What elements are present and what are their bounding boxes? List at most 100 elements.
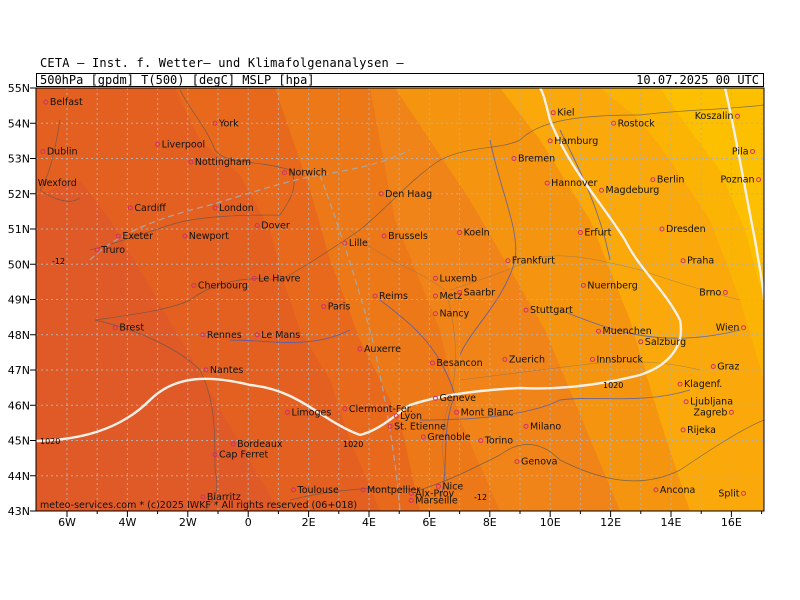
city: Norwich xyxy=(281,168,327,179)
latitude-label: 46N xyxy=(8,399,30,412)
city-label: Nantes xyxy=(210,365,244,376)
city-marker-icon xyxy=(683,399,689,405)
city-marker-icon xyxy=(659,226,665,232)
city-label: Muenchen xyxy=(603,326,652,337)
city-label: Geneve xyxy=(439,393,476,404)
city: Den Haag xyxy=(378,189,432,200)
city-marker-icon xyxy=(505,258,511,264)
city: Cardiff xyxy=(127,203,166,214)
city: Newport xyxy=(182,231,229,242)
rivers xyxy=(229,129,741,501)
city-marker-icon xyxy=(200,494,206,500)
longitude-label: 6E xyxy=(422,516,436,529)
isobars xyxy=(36,88,764,443)
city: Graz xyxy=(710,361,739,372)
city-marker-icon xyxy=(43,99,49,105)
city-label: Cap Ferret xyxy=(219,450,269,461)
axis-ticks xyxy=(30,87,763,517)
city-marker-icon xyxy=(36,182,37,185)
city-label: Alx-Prov xyxy=(415,488,454,499)
city: Clermont-Fer. xyxy=(342,404,413,415)
city: Bremen xyxy=(511,154,555,165)
city: Cherbourg xyxy=(191,280,248,291)
city-marker-icon xyxy=(457,230,463,236)
city: Bordeaux xyxy=(230,439,283,450)
city-marker-icon xyxy=(547,138,553,144)
river-po-danube xyxy=(419,389,691,421)
city: Kiel xyxy=(550,108,575,119)
city-marker-icon xyxy=(212,452,218,458)
city-marker-icon xyxy=(182,233,188,239)
city: Klagenf. xyxy=(677,379,722,390)
city-marker-icon xyxy=(155,141,161,147)
city-label: Genova xyxy=(521,457,557,468)
longitude-label: 2E xyxy=(302,516,316,529)
city: Frankfurt xyxy=(505,256,555,267)
city-label: Le Havre xyxy=(258,273,300,284)
city: Liverpool xyxy=(155,139,206,150)
latitude-label: 44N xyxy=(8,470,30,483)
city-label: Stuttgart xyxy=(530,305,573,316)
city-marker-icon xyxy=(710,363,716,369)
latitude-label: 48N xyxy=(8,329,30,342)
city-label: Nuernberg xyxy=(587,280,637,291)
city-label: Clermont-Fer. xyxy=(349,404,413,415)
city-marker-icon xyxy=(408,497,414,503)
city-label: London xyxy=(219,203,254,214)
isobar-northeast xyxy=(723,88,764,301)
city: Split xyxy=(718,488,746,499)
city-marker-icon xyxy=(281,170,287,176)
city: Zagreb xyxy=(693,407,734,418)
longitude-label: 4E xyxy=(362,516,376,529)
city: Exeter xyxy=(115,231,153,242)
latitude-label: 49N xyxy=(8,294,30,307)
city: Nantes xyxy=(203,365,244,376)
city-marker-icon xyxy=(372,293,378,299)
temp-band-yellow3 xyxy=(660,88,764,300)
city: Hannover xyxy=(544,178,597,189)
city-label: Graz xyxy=(717,361,739,372)
city: Pila xyxy=(732,146,756,157)
city-label: Klagenf. xyxy=(684,379,722,390)
city: Auxerre xyxy=(357,344,401,355)
city: Dresden xyxy=(659,224,706,235)
city-label: Nottingham xyxy=(195,157,251,168)
latitude-label: 47N xyxy=(8,364,30,377)
city: Mont Blanc xyxy=(454,407,514,418)
river-elbe xyxy=(559,129,611,261)
coastlines xyxy=(39,89,764,511)
city: Belfast xyxy=(43,97,83,108)
city-label: Rostock xyxy=(618,118,656,129)
city-label: Cardiff xyxy=(134,203,166,214)
isobar-1020-central xyxy=(359,319,683,437)
border-france-east xyxy=(349,229,456,491)
city-label: Dover xyxy=(261,220,290,231)
geopotential-contour-north xyxy=(89,149,411,261)
river-loire xyxy=(229,329,351,343)
city-label: Wexford xyxy=(38,178,77,189)
city-label: Berlin xyxy=(657,175,685,186)
city-marker-icon xyxy=(378,191,384,197)
city: Besancon xyxy=(429,358,483,369)
longitude-label: 0 xyxy=(245,516,252,529)
city-label: Norwich xyxy=(288,168,326,179)
city-marker-icon xyxy=(115,233,121,239)
city-marker-icon xyxy=(360,487,366,493)
city-label: Rijeka xyxy=(687,425,716,436)
city: Saarbr xyxy=(457,287,495,298)
latitude-label: 53N xyxy=(8,153,30,166)
city: Poznan xyxy=(721,175,762,186)
city-label: Liverpool xyxy=(162,139,206,150)
city-label: Marseille xyxy=(415,495,458,506)
river-saone xyxy=(379,299,456,396)
city-markers: Belfast Dublin Wexford York Liverpool Notting… xyxy=(36,97,762,506)
city-marker-icon xyxy=(342,240,348,246)
city-label: Hannover xyxy=(551,178,597,189)
copyright-credit: meteo-services.com * (c)2025 IWKF * All … xyxy=(40,500,357,511)
city-marker-icon xyxy=(680,427,686,433)
longitude-label: 2W xyxy=(179,516,197,529)
city: Zuerich xyxy=(502,354,545,365)
city: Praha xyxy=(680,256,714,267)
city: Reims xyxy=(372,291,408,302)
city: Toulouse xyxy=(291,485,339,496)
